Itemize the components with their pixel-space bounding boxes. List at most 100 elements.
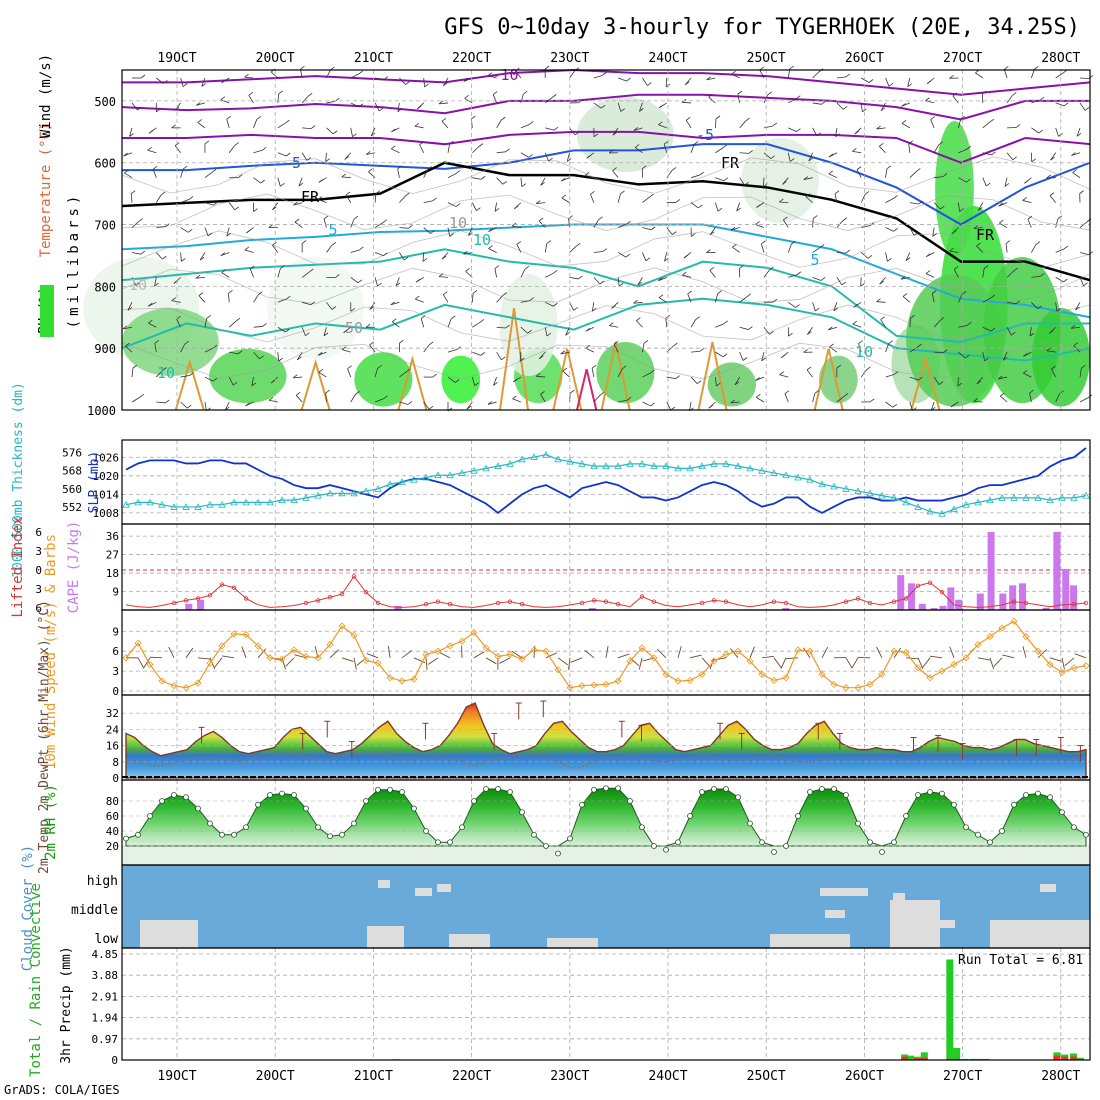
wind-barb-flag: [965, 354, 970, 359]
wind-barb: [930, 401, 935, 411]
wind-barb-flag: [407, 401, 413, 405]
contour-label: 10: [129, 276, 147, 294]
thickness-point: [182, 503, 190, 510]
li-point: [843, 599, 849, 604]
surface-wind-barb: [749, 646, 755, 658]
rh-point: [843, 792, 849, 798]
wind-barb-flag: [598, 216, 603, 221]
wind-speed-point: [758, 670, 766, 678]
low-cloud-bar: [367, 926, 404, 948]
surface-wind-barb: [353, 657, 357, 670]
li-tick-label: 0: [35, 564, 42, 577]
thickness-point: [494, 462, 502, 470]
wind-speed-point: [926, 674, 934, 682]
wind-speed-point: [674, 677, 682, 685]
wind-barb-flag: [262, 323, 267, 327]
wind-barb-flag: [538, 217, 544, 222]
wind-speed-point: [602, 680, 610, 688]
wind-barb-flag: [148, 319, 153, 324]
wind-barb: [760, 243, 765, 253]
thickness-point: [842, 484, 850, 492]
wind-barb-flag: [480, 175, 486, 180]
wind-barb-flag: [405, 81, 410, 85]
wind-barb: [516, 244, 522, 253]
thickness-point: [566, 457, 574, 465]
wind-barb-flag: [505, 148, 510, 153]
wind-barb: [347, 368, 352, 378]
wind-speed-point: [1034, 647, 1042, 655]
wind-barb: [569, 276, 579, 280]
wind-barb: [520, 269, 526, 278]
wind-barb: [442, 294, 449, 303]
wind-barb-flag: [391, 318, 397, 323]
wind-barb-flag: [746, 293, 752, 298]
wind-barb: [1079, 397, 1089, 403]
wind-barb-flag: [301, 240, 307, 244]
wind-barb: [982, 177, 987, 187]
wind-barb: [350, 249, 360, 253]
wind-barb: [1071, 326, 1081, 329]
wind-barb-flag: [188, 196, 194, 200]
wind-barb: [664, 252, 668, 262]
wind-barb-flag: [197, 119, 202, 123]
wind-barb: [591, 368, 595, 378]
thickness-point: [1010, 494, 1018, 501]
wind-barb: [835, 127, 838, 137]
precip-total-bar: [946, 959, 954, 1060]
wind-barb-flag: [696, 380, 702, 384]
wind-barb: [131, 368, 134, 378]
wind-barb: [642, 252, 647, 261]
wind-barb-flag: [715, 115, 721, 120]
wind-barb: [1006, 95, 1013, 104]
thickness-point: [914, 503, 922, 510]
wind-barb-flag: [383, 76, 389, 80]
surface-wind-barb: [341, 657, 354, 662]
wind-barb-flag: [463, 250, 468, 255]
wind-barb-flag: [917, 343, 922, 348]
wind-barb: [131, 397, 140, 403]
wind-barb: [496, 295, 503, 303]
surface-wind-barb: [821, 647, 829, 659]
wind-barb-flag: [123, 152, 128, 157]
wind-barb: [925, 100, 935, 104]
wind-barb: [366, 152, 376, 155]
wind-barb-flag: [344, 156, 349, 160]
wind-barb: [1079, 252, 1089, 256]
wind-barb: [982, 152, 992, 156]
wind-barb-flag: [171, 297, 177, 301]
wind-barb-flag: [403, 256, 409, 261]
wind-barb-flag: [843, 393, 849, 397]
wind-barb-flag: [893, 228, 898, 232]
wind-barb-flag: [633, 299, 638, 304]
wind-barb: [930, 119, 935, 129]
wind-barb: [642, 343, 645, 353]
cape-bar: [197, 599, 205, 610]
wind-barb-flag: [538, 355, 544, 360]
thickness-point: [1022, 494, 1030, 501]
wind-barb: [180, 252, 182, 262]
wind-speed-point: [986, 633, 994, 641]
wind-barb-flag: [430, 230, 435, 234]
wind-barb-flag: [828, 170, 834, 175]
wind-barb-flag: [1039, 96, 1045, 101]
precip-tick-label: 2.91: [92, 990, 119, 1003]
wind-barb: [156, 370, 163, 378]
li-point: [231, 585, 237, 590]
wind-barb-flag: [540, 182, 545, 186]
wind-speed-point: [626, 657, 634, 665]
wind-barb: [642, 227, 652, 231]
wind-barb-flag: [1084, 107, 1090, 111]
surface-wind-barb: [1037, 649, 1047, 659]
rh-point: [831, 786, 837, 792]
wind-barb: [880, 319, 886, 328]
thickness-point: [554, 455, 562, 463]
wind-barb-flag: [618, 283, 624, 287]
surface-wind-barb: [185, 647, 194, 659]
wind-barb: [447, 202, 457, 207]
wind-barb-flag: [591, 364, 597, 369]
thickness-point: [134, 498, 142, 506]
wind-barb-flag: [1003, 356, 1008, 361]
wind-barb-flag: [464, 94, 469, 99]
wind-barb-flag: [366, 151, 371, 155]
wind-barb-flag: [1015, 300, 1021, 305]
